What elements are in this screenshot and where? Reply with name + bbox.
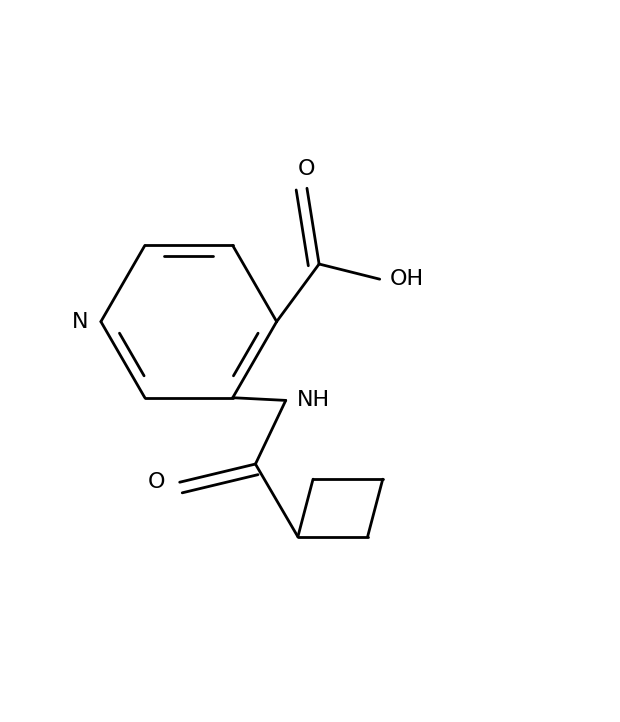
Text: N: N [73,312,89,331]
Text: O: O [298,159,316,179]
Text: NH: NH [296,391,330,410]
Text: OH: OH [390,269,424,290]
Text: O: O [148,472,166,492]
